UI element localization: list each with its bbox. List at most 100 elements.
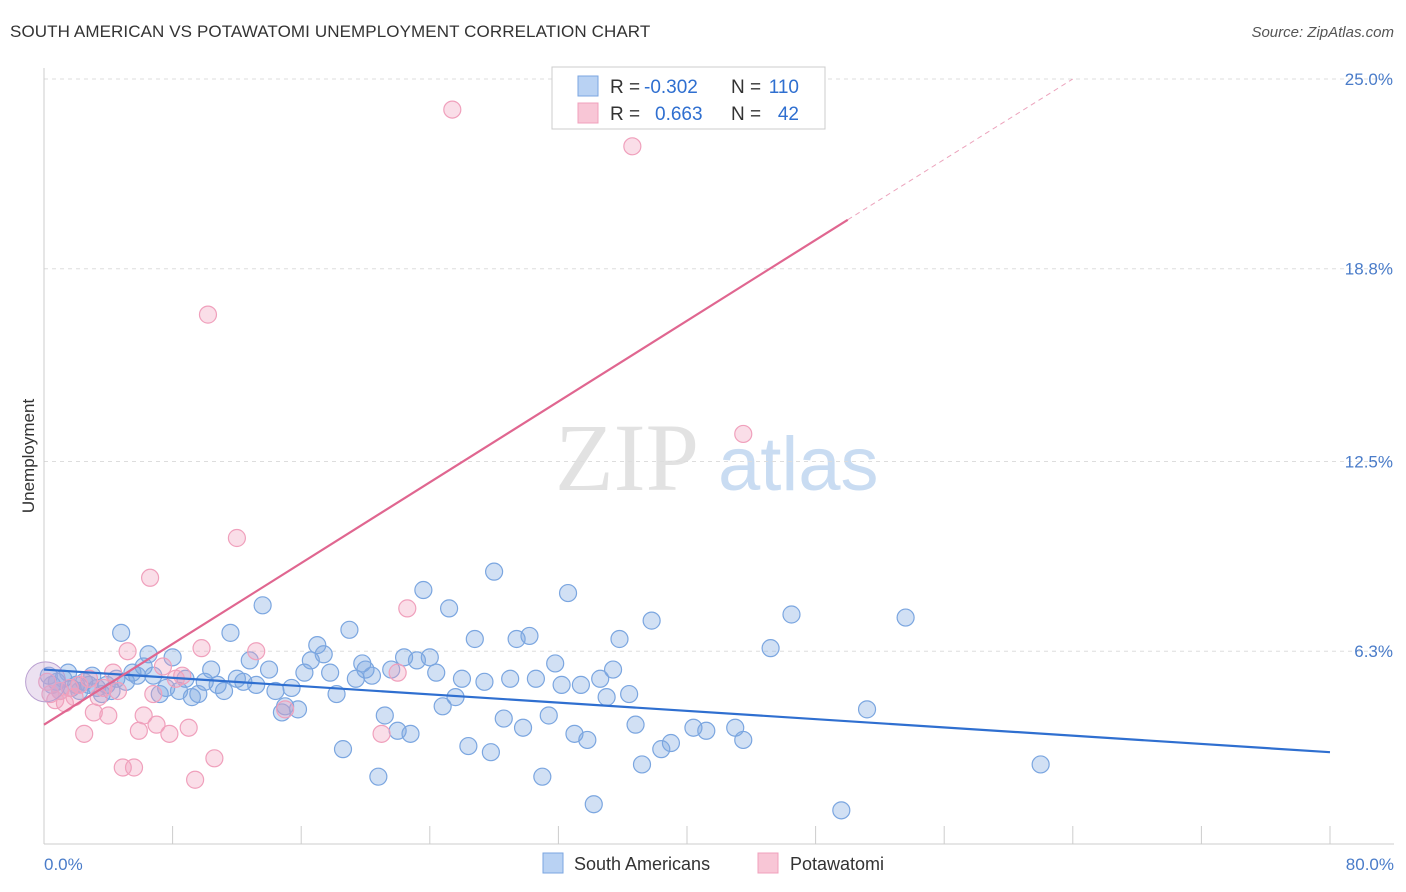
- data-point: [259, 660, 279, 679]
- data-point: [372, 724, 391, 743]
- data-point: [1031, 755, 1050, 774]
- chart-source: Source: ZipAtlas.com: [1251, 24, 1394, 41]
- data-point: [362, 666, 382, 685]
- data-point: [439, 599, 459, 618]
- y-tick-label: 18.8%: [1345, 260, 1393, 279]
- data-point: [539, 706, 558, 725]
- data-point: [552, 675, 571, 694]
- data-point: [697, 721, 716, 740]
- data-point: [202, 660, 221, 679]
- data-point: [321, 663, 340, 682]
- data-point: [192, 639, 211, 658]
- data-point: [420, 648, 439, 667]
- bottom-legend-swatch-south-americans: [542, 852, 564, 874]
- data-point: [140, 568, 160, 587]
- data-point: [414, 580, 433, 600]
- data-point: [610, 629, 629, 649]
- data-point: [70, 675, 89, 694]
- data-point: [494, 709, 513, 728]
- legend-r-value-1: 0.663: [655, 104, 703, 125]
- data-point: [247, 675, 266, 694]
- y-tick-label: 12.5%: [1345, 453, 1393, 472]
- bottom-legend-label-south-americans: South Americans: [574, 854, 710, 874]
- legend-r-label-0: R =: [610, 77, 640, 98]
- data-point: [160, 724, 179, 743]
- legend-r-value-0: -0.302: [644, 77, 698, 98]
- y-tick-label: 25.0%: [1345, 70, 1393, 89]
- data-point: [253, 596, 272, 615]
- data-point: [79, 669, 99, 688]
- data-point: [99, 706, 118, 725]
- data-point: [526, 669, 545, 688]
- data-point: [118, 642, 137, 661]
- data-point: [173, 666, 192, 685]
- data-point: [513, 718, 533, 737]
- data-point: [227, 528, 246, 548]
- data-point: [571, 675, 591, 694]
- legend-n-value-1: 42: [778, 104, 799, 125]
- data-point: [288, 700, 308, 719]
- series-south-americans: [39, 562, 1050, 820]
- data-point: [520, 626, 539, 646]
- data-point: [443, 100, 462, 119]
- legend-swatch-south-americans: [577, 75, 599, 97]
- data-point: [129, 721, 148, 740]
- data-point: [240, 651, 259, 670]
- data-point: [375, 706, 394, 725]
- trend-line-potawatomi: [43, 218, 849, 726]
- legend-n-value-0: 110: [769, 77, 799, 98]
- watermark-zip: ZIP: [555, 404, 699, 511]
- data-point: [626, 715, 645, 734]
- data-point: [584, 795, 603, 814]
- data-point: [761, 639, 780, 658]
- data-point: [340, 620, 359, 639]
- data-point: [401, 724, 420, 743]
- data-point: [147, 715, 166, 734]
- data-point: [481, 743, 500, 762]
- data-point: [112, 623, 131, 642]
- data-point: [734, 424, 753, 444]
- chart-title: SOUTH AMERICAN VS POTAWATOMI UNEMPLOYMEN…: [10, 22, 651, 41]
- data-point: [221, 623, 240, 642]
- data-point: [632, 755, 652, 774]
- data-point: [452, 669, 472, 688]
- data-point: [163, 648, 182, 667]
- data-point: [427, 663, 446, 682]
- data-point: [398, 599, 417, 618]
- data-point: [501, 669, 520, 688]
- data-point: [597, 688, 616, 707]
- bottom-legend-swatch-potawatomi: [757, 852, 779, 874]
- data-point: [153, 657, 173, 676]
- data-point: [388, 663, 407, 682]
- data-point: [661, 733, 681, 753]
- data-point: [603, 660, 623, 679]
- data-point: [144, 684, 163, 704]
- data-point: [134, 706, 153, 725]
- data-point: [475, 672, 494, 691]
- data-point: [857, 700, 877, 719]
- data-point: [214, 681, 234, 701]
- legend-n-label-1: N =: [731, 104, 761, 125]
- data-point: [314, 645, 333, 664]
- data-point: [333, 740, 353, 759]
- data-point: [186, 770, 205, 789]
- data-point: [546, 654, 565, 673]
- data-point: [465, 629, 484, 649]
- bottom-legend: South Americans Potawatomi: [542, 852, 884, 874]
- bottom-legend-label-potawatomi: Potawatomi: [790, 854, 884, 874]
- data-point: [247, 642, 266, 661]
- data-point: [642, 611, 661, 630]
- data-point: [623, 137, 642, 156]
- data-point: [308, 635, 327, 655]
- y-axis-label: Unemployment: [19, 399, 38, 514]
- data-point: [533, 767, 552, 786]
- data-point: [896, 608, 915, 627]
- data-point: [832, 801, 851, 820]
- data-point: [558, 583, 578, 603]
- trend-line-south-americans: [43, 668, 1331, 754]
- data-point-cluster: [25, 661, 67, 703]
- y-tick-label: 6.3%: [1354, 642, 1393, 661]
- legend-box: R = -0.302 N = 110 R = 0.663 N = 42: [551, 66, 826, 130]
- data-point: [578, 730, 597, 750]
